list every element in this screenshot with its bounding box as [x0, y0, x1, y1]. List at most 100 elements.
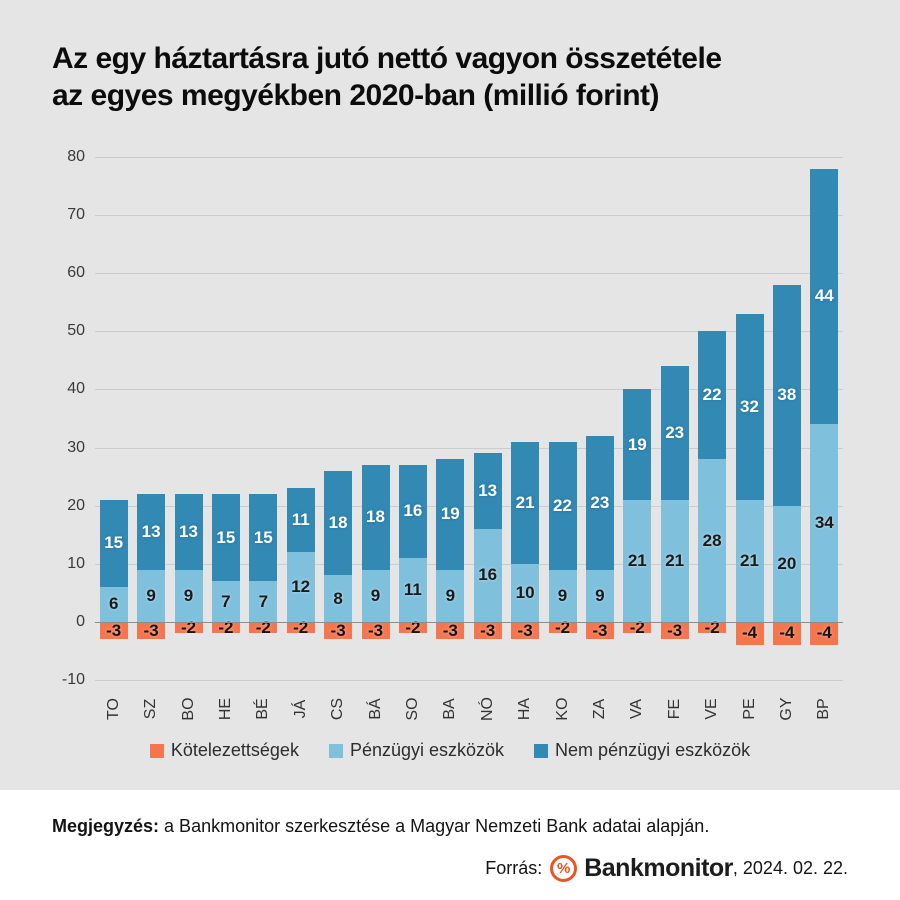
source-date: , 2024. 02. 22.	[732, 858, 848, 878]
x-tick-label: VE	[703, 698, 721, 720]
segment-value-label: -4	[779, 623, 795, 643]
segment-value-label: 21	[627, 550, 647, 570]
liabilities-segment: -3	[99, 620, 128, 640]
non-financial-assets-segment: 32	[735, 313, 764, 500]
gridline	[95, 389, 843, 391]
segment-value-label: 16	[403, 501, 423, 521]
x-tick-label: NÓ	[478, 697, 496, 721]
segment-value-label: 28	[702, 530, 722, 550]
segment-value-label: -3	[143, 620, 159, 640]
gridline	[95, 447, 843, 449]
segment-value-label: -3	[592, 620, 608, 640]
liabilities-segment: -3	[137, 620, 166, 640]
source-label: Forrás:	[485, 858, 543, 878]
segment-value-label: -2	[293, 617, 309, 637]
y-tick-label: 50	[67, 322, 85, 340]
chart-canvas: Az egy háztartásra jutó nettó vagyon öss…	[0, 0, 900, 790]
segment-value-label: 9	[445, 585, 456, 605]
segment-value-label: 13	[141, 521, 161, 541]
x-tick-label: VA	[628, 698, 646, 720]
bankmonitor-percent-logo-icon: %	[550, 855, 578, 882]
segment-value-label: 23	[590, 492, 610, 512]
y-tick-label: 70	[67, 206, 85, 224]
x-tick-label: SO	[403, 697, 421, 721]
chart-title: Az egy háztartásra jutó nettó vagyon öss…	[52, 40, 722, 114]
x-tick-label: BP	[815, 698, 833, 720]
financial-assets-segment: 21	[735, 499, 764, 622]
non-financial-assets-segment: 19	[436, 459, 465, 570]
x-tick-label: FE	[665, 698, 683, 720]
legend-item: Pénzügyi eszközök	[328, 740, 505, 761]
segment-value-label: -2	[218, 617, 234, 637]
liabilities-segment: -4	[772, 621, 801, 646]
segment-value-label: -2	[554, 617, 571, 637]
non-financial-assets-segment: 22	[548, 441, 577, 570]
x-tick-label: BÉ	[254, 698, 272, 720]
x-tick-label: JÁ	[291, 699, 309, 719]
segment-value-label: 6	[108, 594, 119, 614]
segment-value-label: 15	[104, 533, 124, 553]
segment-value-label: 34	[814, 513, 834, 533]
segment-value-label: -3	[480, 620, 496, 640]
non-financial-assets-segment: 13	[473, 453, 502, 529]
legend-swatch	[149, 743, 164, 758]
zero-axis-line	[95, 621, 843, 623]
liabilities-segment: -2	[174, 618, 203, 637]
segment-value-label: 11	[403, 579, 422, 599]
financial-assets-segment: 6	[99, 587, 128, 622]
non-financial-assets-segment: 23	[585, 435, 614, 570]
x-tick-label: KO	[553, 697, 571, 721]
segment-value-label: 13	[179, 521, 198, 541]
financial-assets-segment: 8	[324, 575, 353, 622]
segment-value-label: -4	[741, 623, 758, 643]
y-tick-label: 0	[76, 612, 85, 630]
legend: Kötelezettségek Pénzügyi eszközök Nem pénz…	[0, 740, 900, 761]
segment-value-label: 19	[627, 434, 647, 454]
segment-value-label: 10	[515, 582, 535, 602]
segment-value-label: 9	[183, 585, 194, 605]
segment-value-label: 32	[740, 396, 759, 416]
source-line: Forrás: % Bankmonitor , 2024. 02. 22.	[485, 854, 848, 883]
liabilities-segment: -3	[473, 620, 502, 640]
gridline	[95, 680, 843, 681]
legend-item: Nem pénzügyi eszközök	[534, 740, 750, 761]
liabilities-segment: -4	[810, 621, 839, 646]
x-tick-label: BA	[441, 698, 459, 720]
segment-value-label: 9	[595, 585, 605, 605]
segment-value-label: 19	[440, 504, 460, 524]
liabilities-segment: -3	[436, 620, 465, 640]
liabilities-segment: -3	[660, 621, 689, 640]
x-tick-label: HE	[216, 697, 234, 721]
plot-area: 80 70 60 50 40 30 20 10 0 -10 6 15 -3 9 13 -3 9 13 -2 7 15 -2…	[62, 148, 843, 688]
segment-value-label: -2	[405, 617, 421, 637]
y-tick-label: 80	[67, 148, 85, 165]
segment-value-label: -3	[517, 620, 533, 640]
segment-value-label: -3	[442, 620, 458, 640]
legend-label: Pénzügyi eszközök	[349, 740, 505, 760]
financial-assets-segment: 10	[511, 563, 540, 622]
segment-value-label: 21	[740, 550, 759, 570]
segment-value-label: 15	[253, 527, 273, 547]
legend-swatch	[328, 743, 343, 758]
segment-value-label: 18	[328, 513, 348, 533]
segment-value-label: 16	[478, 565, 498, 585]
note-text: a Bankmonitor szerkesztése a Magyar Nemz…	[164, 816, 710, 836]
non-financial-assets-segment: 13	[174, 494, 203, 570]
segment-value-label: 9	[146, 585, 156, 605]
x-axis-labels: TO SZ BO HE BÉ JÁ CS BÁ SO BA NÓ HA KO ZA VA FE VE PE GY BP	[95, 686, 843, 732]
segment-value-label: 9	[370, 585, 381, 605]
liabilities-segment: -2	[548, 618, 577, 637]
gridline	[95, 505, 843, 507]
non-financial-assets-segment: 18	[324, 470, 353, 576]
financial-assets-segment: 16	[473, 528, 502, 622]
source-note: Megjegyzés: a Bankmonitor szerkesztése a …	[52, 816, 709, 837]
segment-value-label: -3	[106, 620, 122, 640]
liabilities-segment: -3	[511, 620, 540, 640]
financial-assets-segment: 9	[174, 569, 203, 622]
financial-assets-segment: 34	[810, 424, 839, 622]
segment-value-label: 15	[216, 527, 236, 547]
segment-value-label: 22	[553, 495, 572, 515]
non-financial-assets-segment: 13	[137, 494, 166, 570]
liabilities-segment: -3	[324, 621, 353, 640]
